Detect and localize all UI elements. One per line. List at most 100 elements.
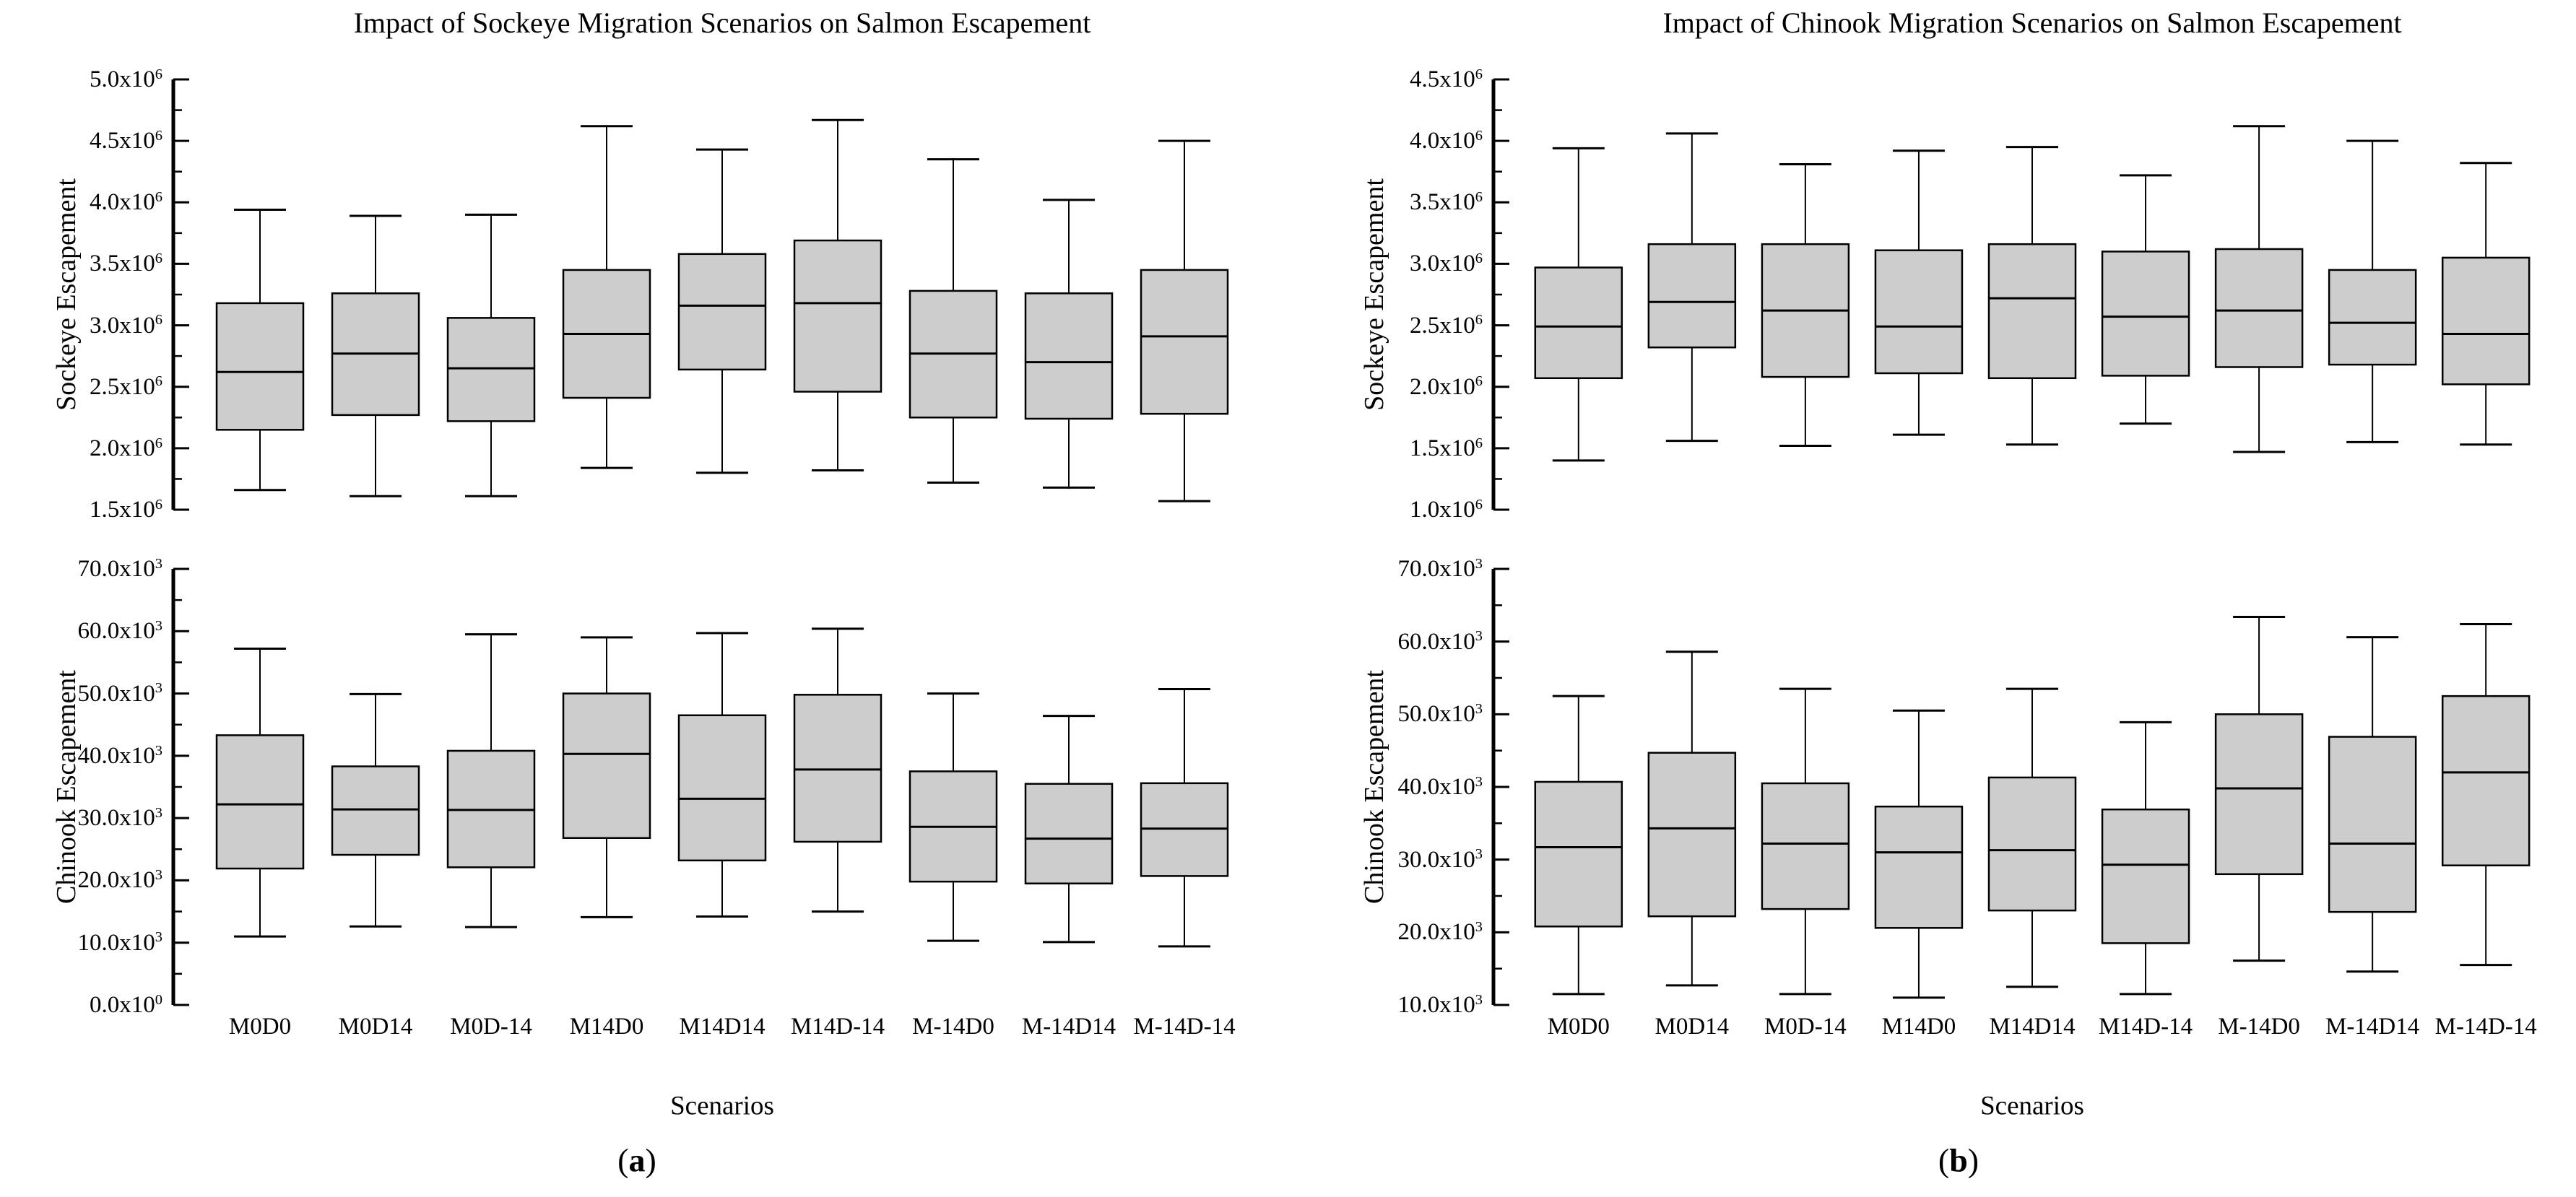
- exponent: 6: [1475, 66, 1483, 82]
- panel-a-subplot-0-y-tick-label-4: 3.5x106: [90, 251, 162, 277]
- exponent: 6: [1475, 189, 1483, 206]
- panel-b-subplot-1-y-tick-label-3: 40.0x103: [1397, 773, 1483, 800]
- panel-b-subplot-0-y-tick-label-1: 1.5x106: [1410, 435, 1483, 461]
- panel-a-subplot-1-y-tick-label-5: 50.0x103: [77, 680, 162, 707]
- exponent: 3: [1475, 773, 1483, 790]
- panel-b-subplot-0-y-tick-label-3: 2.5x106: [1410, 312, 1483, 339]
- panel-b-subplot-0-y-tick-label-7: 4.5x106: [1410, 66, 1483, 92]
- exponent: 6: [155, 251, 162, 267]
- panel-a-subplot-1-y-tick-label-0: 0.0x100: [90, 991, 162, 1018]
- panel-a-subplot-1-y-tick-label-3: 30.0x103: [77, 804, 162, 832]
- exponent: 3: [155, 742, 162, 759]
- panel-a-subplot-1-y-tick-label-7: 70.0x103: [77, 555, 162, 582]
- panel-a-chinook-box-M0D14: [331, 765, 420, 856]
- panel-a-x-category-label-M0D0: M0D0: [228, 1014, 292, 1040]
- panel-b-x-category-label-M0D14: M0D14: [1655, 1014, 1730, 1040]
- panel-a-subplot-0-y-tick-label-6: 4.5x106: [90, 127, 162, 154]
- exponent: 6: [155, 189, 162, 206]
- panel-a-x-category-label-M0D-14: M0D-14: [450, 1014, 532, 1040]
- exponent: 3: [155, 929, 162, 946]
- panel-a-x-category-label-M14D0: M14D0: [569, 1014, 644, 1040]
- panel-a-subplot-0-y-tick-label-2: 2.5x106: [90, 373, 162, 400]
- panel-b-chinook-box-M-14D0: [2214, 713, 2304, 876]
- panel-b-subplot-1-y-tick-label-1: 20.0x103: [1397, 919, 1483, 946]
- exponent: 6: [155, 496, 162, 513]
- panel-b-x-category-label-M0D-14: M0D-14: [1764, 1014, 1847, 1040]
- exponent: 6: [1475, 373, 1483, 390]
- exponent: 6: [1475, 251, 1483, 267]
- panel-b-subplot-0-y-tick-label-6: 4.0x106: [1410, 127, 1483, 154]
- exponent: 6: [1475, 435, 1483, 451]
- exponent: 3: [155, 680, 162, 697]
- exponent: 3: [1475, 846, 1483, 863]
- panel-b-subplot-0-y-tick-label-0: 1.0x106: [1410, 496, 1483, 523]
- panel-b-sockeye-box-M-14D0: [2214, 248, 2304, 368]
- exponent: 6: [1475, 496, 1483, 513]
- panel-a-subplot-0-y-tick-label-0: 1.5x106: [90, 496, 162, 523]
- panel-a-sockeye-box-M0D0: [215, 302, 305, 431]
- panel-a-xaxis-title: Scenarios: [670, 1091, 774, 1121]
- panel-a-x-category-label-M-14D0: M-14D0: [912, 1014, 994, 1040]
- panel-b-subplot-1-y-tick-label-4: 50.0x103: [1397, 701, 1483, 728]
- panel-b-subplot-1-y-tick-label-0: 10.0x103: [1397, 991, 1483, 1018]
- panel-b-sockeye-box-M14D14: [1987, 243, 2077, 380]
- panel-a-subplot-0-y-tick-label-5: 4.0x106: [90, 189, 162, 216]
- panel-a-chinook-box-M14D14: [677, 714, 767, 862]
- panel-a-sockeye-box-M-14D14: [1024, 292, 1114, 420]
- exponent: 3: [155, 867, 162, 884]
- exponent: 0: [155, 991, 162, 1008]
- panel-a-subplot-1-y-tick-label-1: 10.0x103: [77, 929, 162, 956]
- caption-a-letter: a: [628, 1141, 646, 1179]
- exponent: 6: [1475, 312, 1483, 328]
- caption-b-close-paren: ): [1967, 1141, 1979, 1179]
- panel-b-x-category-label-M-14D-14: M-14D-14: [2434, 1014, 2537, 1040]
- panel-a-sockeye-box-M0D-14: [446, 317, 536, 422]
- panel-b-sockeye-box-M14D-14: [2101, 251, 2190, 377]
- panel-b-x-category-label-M-14D0: M-14D0: [2218, 1014, 2300, 1040]
- panel-b-subplot-1-y-tick-label-2: 30.0x103: [1397, 846, 1483, 873]
- panel-a-x-category-label-M0D14: M0D14: [338, 1014, 413, 1040]
- exponent: 6: [155, 312, 162, 328]
- panel-b-subplot-1-y-tick-label-6: 70.0x103: [1397, 555, 1483, 582]
- exponent: 3: [155, 618, 162, 635]
- exponent: 3: [1475, 701, 1483, 718]
- panel-b-sockeye-box-M-14D-14: [2441, 256, 2531, 386]
- panel-b-chinook-box-M-14D-14: [2441, 695, 2531, 866]
- exponent: 3: [1475, 919, 1483, 936]
- panel-b-subplot-1-y-tick-label-5: 60.0x103: [1397, 628, 1483, 655]
- panel-b-chinook-box-M14D14: [1987, 776, 2077, 912]
- exponent: 6: [155, 127, 162, 144]
- panel-b-chinook-box-M14D0: [1874, 805, 1964, 929]
- exponent: 3: [1475, 628, 1483, 645]
- panel-a-subplot-0-y-tick-label-7: 5.0x106: [90, 66, 162, 92]
- panel-b-sockeye-box-M0D14: [1647, 243, 1737, 349]
- panel-b-chinook-box-M0D-14: [1761, 782, 1850, 910]
- panel-b-chinook-box-M0D0: [1534, 780, 1623, 928]
- panel-a-sockeye-box-M-14D-14: [1140, 269, 1229, 415]
- caption-a-close-paren: ): [645, 1141, 656, 1179]
- panel-a-subplot-1-y-tick-label-6: 60.0x103: [77, 618, 162, 645]
- panel-b-subplot-0-y-tick-label-4: 3.0x106: [1410, 251, 1483, 277]
- panel-b-chinook-box-M-14D14: [2328, 736, 2417, 913]
- exponent: 3: [155, 555, 162, 572]
- panel-b-sockeye-box-M0D0: [1534, 266, 1623, 380]
- panel-b-xaxis-title: Scenarios: [1980, 1091, 2084, 1121]
- exponent: 6: [155, 66, 162, 82]
- exponent: 6: [155, 373, 162, 390]
- panel-b-x-category-label-M14D-14: M14D-14: [2098, 1014, 2193, 1040]
- panel-b-sockeye-box-M-14D14: [2328, 269, 2417, 366]
- panel-a-subplot-1-y-tick-label-2: 20.0x103: [77, 867, 162, 894]
- exponent: 3: [155, 804, 162, 821]
- panel-b-x-category-label-M-14D14: M-14D14: [2325, 1014, 2420, 1040]
- exponent: 3: [1475, 991, 1483, 1008]
- panel-a-title: Impact of Sockeye Migration Scenarios on…: [353, 6, 1091, 39]
- panel-a-chinook-box-M-14D14: [1024, 783, 1114, 884]
- panel-a-chinook-box-M14D-14: [793, 694, 882, 843]
- panel-b-title: Impact of Chinook Migration Scenarios on…: [1662, 6, 2402, 39]
- caption-b-open-paren: (: [1938, 1141, 1950, 1179]
- panel-a-subplot-0-y-tick-label-3: 3.0x106: [90, 312, 162, 339]
- panel-b-subplot-0-y-tick-label-5: 3.5x106: [1410, 189, 1483, 216]
- panel-b-sockeye-box-M14D0: [1874, 249, 1964, 375]
